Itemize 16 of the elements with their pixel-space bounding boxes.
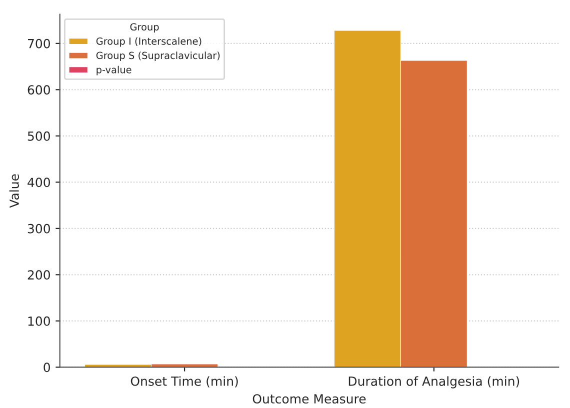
legend-label: Group S (Supraclavicular) xyxy=(96,52,220,61)
legend-label: Group I (Interscalene) xyxy=(96,37,202,47)
y-tick-label: 0 xyxy=(44,362,50,372)
y-axis-title: Value xyxy=(9,174,19,208)
x-axis-title: Outcome Measure xyxy=(252,394,366,404)
legend-title: Group xyxy=(130,23,159,32)
y-tick-label: 600 xyxy=(28,85,50,95)
y-tick-label: 500 xyxy=(28,131,50,141)
y-tick-label: 400 xyxy=(28,178,50,188)
y-tick-label: 100 xyxy=(28,316,50,326)
y-tick-label: 700 xyxy=(28,38,50,48)
x-tick-label: Duration of Analgesia (min) xyxy=(348,376,520,388)
y-tick-label: 200 xyxy=(28,270,50,280)
legend-label: p-value xyxy=(96,66,132,76)
x-tick-label: Onset Time (min) xyxy=(130,376,238,388)
y-tick-label: 300 xyxy=(28,224,50,234)
